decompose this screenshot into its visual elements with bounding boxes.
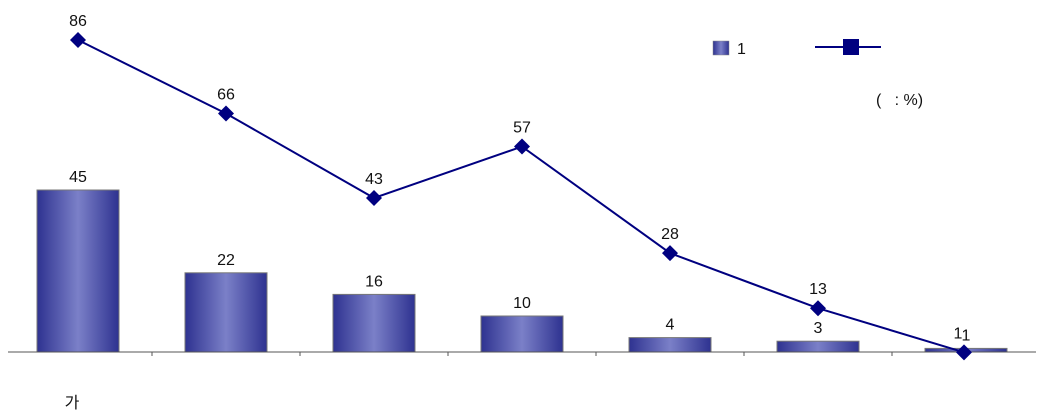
bar-value-label: 10 bbox=[513, 295, 531, 312]
bar-value-label: 1 bbox=[962, 327, 971, 344]
line-point bbox=[218, 105, 234, 122]
line-value-label: 13 bbox=[809, 281, 827, 298]
bar bbox=[480, 315, 564, 353]
line-value-label: 57 bbox=[513, 120, 531, 137]
bar-value-label: 22 bbox=[217, 252, 235, 269]
bar bbox=[776, 340, 860, 353]
bar bbox=[184, 272, 268, 353]
line-point bbox=[366, 190, 382, 206]
bar-value-label: 4 bbox=[666, 317, 675, 334]
line-point bbox=[662, 245, 678, 262]
bar-value-label: 3 bbox=[814, 320, 823, 337]
line-point bbox=[810, 300, 826, 317]
line-point bbox=[514, 138, 530, 155]
line-value-label: 1 bbox=[954, 325, 963, 342]
bar bbox=[36, 189, 120, 353]
line-point bbox=[956, 344, 972, 361]
line-value-label: 66 bbox=[217, 86, 235, 103]
line-value-label: 28 bbox=[661, 226, 679, 243]
line-value-label: 86 bbox=[69, 13, 87, 30]
bar-value-label: 45 bbox=[69, 169, 87, 186]
legend-bar-label: 1 bbox=[737, 41, 746, 58]
bar-value-label: 16 bbox=[365, 273, 383, 290]
legend: 1 bbox=[712, 39, 881, 58]
legend-bar-swatch bbox=[712, 40, 730, 56]
bar bbox=[332, 293, 416, 353]
line-point bbox=[70, 32, 86, 48]
line-value-label: 43 bbox=[365, 171, 383, 188]
category-label-0: 가 bbox=[65, 394, 80, 412]
legend-line-marker bbox=[843, 39, 859, 55]
unit-note: ( : %) bbox=[876, 92, 923, 109]
bar bbox=[628, 337, 712, 353]
